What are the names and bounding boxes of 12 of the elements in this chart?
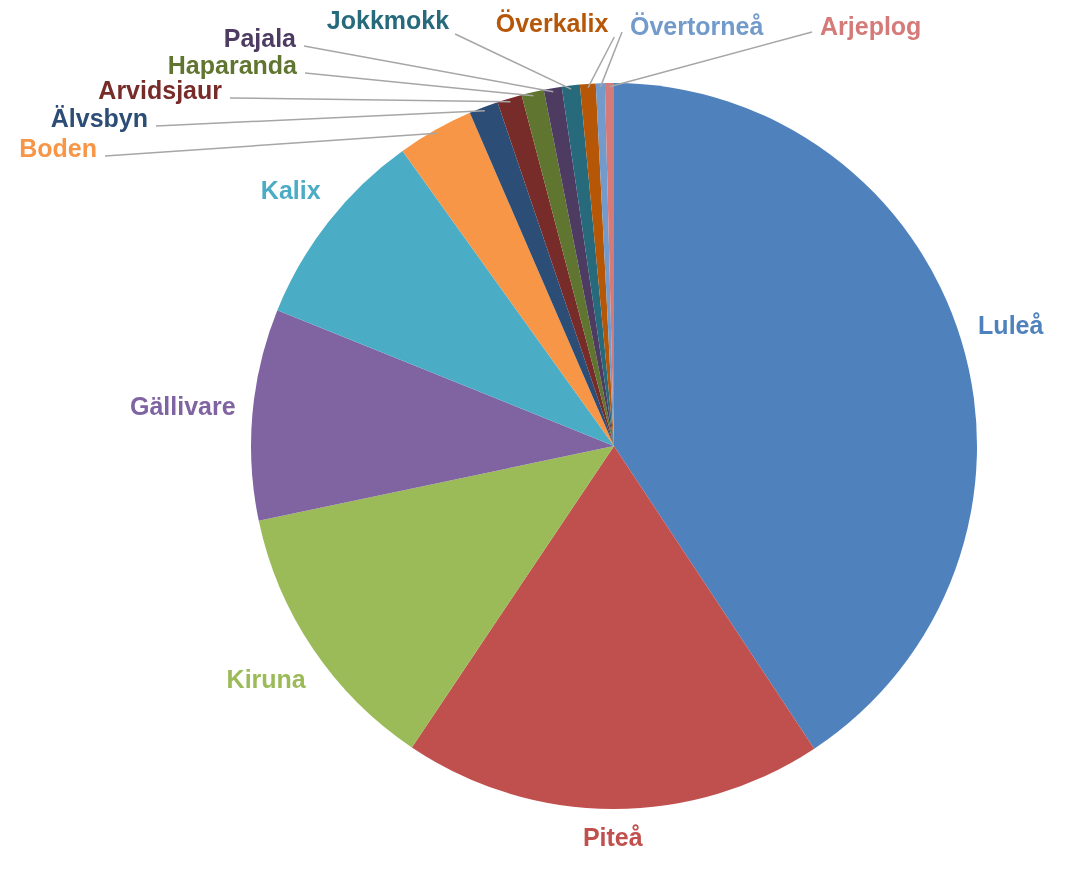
slice-label: Övertorneå <box>630 11 764 40</box>
slice-label: Pajala <box>223 23 298 52</box>
slice-label: Kalix <box>260 175 321 204</box>
slice-label: Gällivare <box>130 391 236 420</box>
slice-label: Kiruna <box>226 664 307 693</box>
slice-label: Jokkmokk <box>326 5 450 34</box>
slice-label: Överkalix <box>495 8 609 37</box>
slice-label: Boden <box>19 133 97 162</box>
slice-label: Älvsbyn <box>50 103 148 132</box>
slice-label: Arjeplog <box>820 11 922 40</box>
slice-label: Luleå <box>978 310 1044 339</box>
slice-label: Piteå <box>582 822 643 851</box>
